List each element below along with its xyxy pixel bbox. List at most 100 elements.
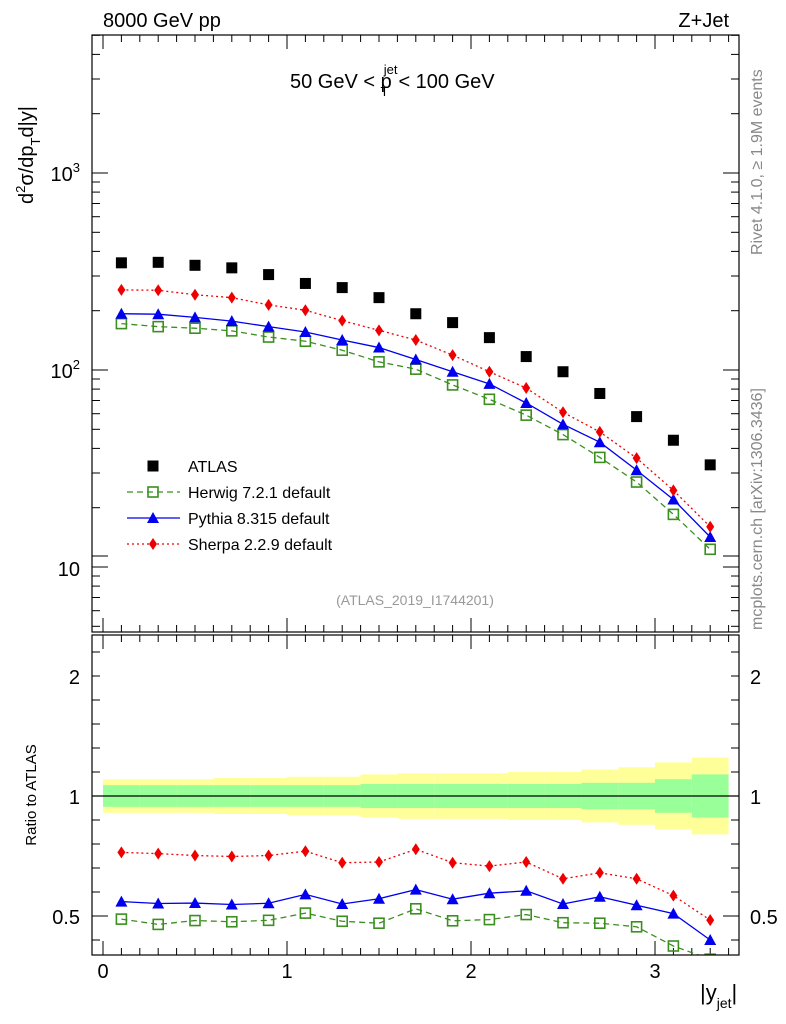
atlas-point (263, 269, 275, 281)
ratio-series-group (115, 843, 717, 955)
atlas-point (152, 256, 164, 268)
herwig-ratio-point (704, 953, 717, 955)
sherpa-point (191, 288, 199, 301)
herwig-point (667, 508, 680, 521)
atlas-point (115, 257, 127, 269)
sherpa-ratio-point (448, 856, 457, 869)
analysis-id: (ATLAS_2019_I1744201) (336, 592, 494, 608)
sherpa-point (117, 283, 126, 296)
sherpa-ratio-point (522, 856, 531, 868)
herwig-ratio-point (189, 914, 201, 927)
herwig-ratio-point (299, 907, 312, 919)
pythia-ratio-point (483, 887, 496, 899)
herwig-point (520, 409, 533, 421)
pythia-point (336, 333, 349, 345)
pythia-ratio-point (262, 897, 275, 909)
ratio-tick-label-0.5-right: 0.5 (750, 907, 778, 929)
pythia-point (409, 353, 422, 365)
herwig-ratio-point (483, 913, 496, 926)
herwig-legend-label: Herwig 7.2.1 default (188, 485, 331, 502)
ratio-tick-label-1-left: 1 (69, 787, 80, 809)
pythia-ratio-point (152, 897, 165, 909)
pythia-ratio-point (667, 907, 680, 919)
pythia-ratio-point (409, 883, 422, 895)
pythia-line (121, 313, 711, 538)
pythia-ratio-point (704, 934, 717, 945)
herwig-ratio-point (226, 915, 238, 928)
pythia-point (483, 377, 496, 389)
x-tick-label-3: 3 (649, 961, 660, 983)
pythia-point (557, 418, 569, 430)
herwig-ratio-point (593, 917, 606, 930)
sherpa-point (669, 484, 678, 497)
sherpa-ratio-point (411, 843, 420, 856)
atlas-point (189, 259, 201, 271)
pythia-point (262, 320, 275, 332)
y-tick-label-1000: 103 (51, 160, 80, 186)
pythia-point (520, 396, 533, 408)
herwig-point (557, 428, 569, 441)
svg-text:d2σ/dpTd|y|: d2σ/dpTd|y| (13, 106, 43, 204)
sherpa-point (522, 382, 531, 395)
herwig-point (262, 331, 275, 343)
atlas-point (410, 308, 422, 320)
herwig-point (593, 451, 606, 464)
pythia-ratio-point (373, 892, 385, 904)
pythia-ratio-point (630, 899, 643, 911)
x-tick-label-2: 2 (465, 961, 476, 983)
herwig-ratio-point (630, 920, 643, 933)
sherpa-point (338, 314, 347, 327)
pythia-point (593, 436, 606, 448)
x-tick-label-0: 0 (97, 961, 108, 983)
pythia-point (630, 464, 643, 476)
pythia-point (373, 341, 385, 353)
sherpa-point (595, 425, 604, 438)
atlas-point (226, 262, 238, 274)
sherpa-ratio-point (706, 914, 715, 927)
herwig-ratio-point (262, 914, 275, 927)
herwig-point (630, 476, 643, 488)
sherpa-point (448, 349, 457, 362)
pythia-ratio-point (520, 884, 533, 896)
sherpa-ratio-point (632, 872, 641, 885)
herwig-point (704, 543, 717, 556)
atlas-point (336, 282, 348, 294)
pythia-ratio-point (336, 898, 349, 909)
sherpa-legend-marker (149, 538, 157, 550)
header-left: 8000 GeV pp (103, 10, 221, 32)
pythia-point (667, 493, 680, 505)
sherpa-ratio-point (559, 872, 567, 885)
herwig-point (336, 344, 349, 357)
sherpa-point (301, 304, 310, 317)
header-right: Z+Jet (678, 10, 729, 32)
herwig-ratio-point (557, 916, 569, 929)
atlas-point (299, 277, 311, 289)
sherpa-ratio-point (154, 847, 163, 860)
atlas-point (704, 459, 716, 471)
pythia-ratio-point (557, 898, 569, 909)
atlas-point (373, 292, 385, 304)
ratio-tick-label-2-left: 2 (69, 667, 80, 689)
sherpa-point (559, 406, 567, 419)
rivet-label: Rivet 4.1.0, ≥ 1.9M events (749, 69, 766, 255)
sherpa-ratio-point (338, 856, 347, 869)
herwig-point (409, 363, 422, 375)
atlas-legend-marker (147, 460, 159, 472)
ratio-tick-label-1-right: 1 (750, 787, 761, 809)
herwig-point (373, 356, 385, 368)
atlas-point (594, 387, 606, 399)
sherpa-point (227, 291, 236, 304)
upper-panel-frame (91, 34, 740, 633)
atlas-point (667, 434, 679, 446)
atlas-point (483, 332, 495, 344)
lower-panel-frame (91, 634, 740, 956)
pythia-ratio-point (593, 890, 606, 902)
sherpa-ratio-point (117, 846, 126, 859)
sherpa-point (264, 298, 273, 311)
sherpa-ratio-point (485, 860, 494, 873)
atlas-legend-label: ATLAS (188, 459, 238, 476)
herwig-ratio-point (520, 908, 533, 921)
pythia-point (225, 315, 238, 327)
herwig-ratio-point (152, 918, 164, 931)
